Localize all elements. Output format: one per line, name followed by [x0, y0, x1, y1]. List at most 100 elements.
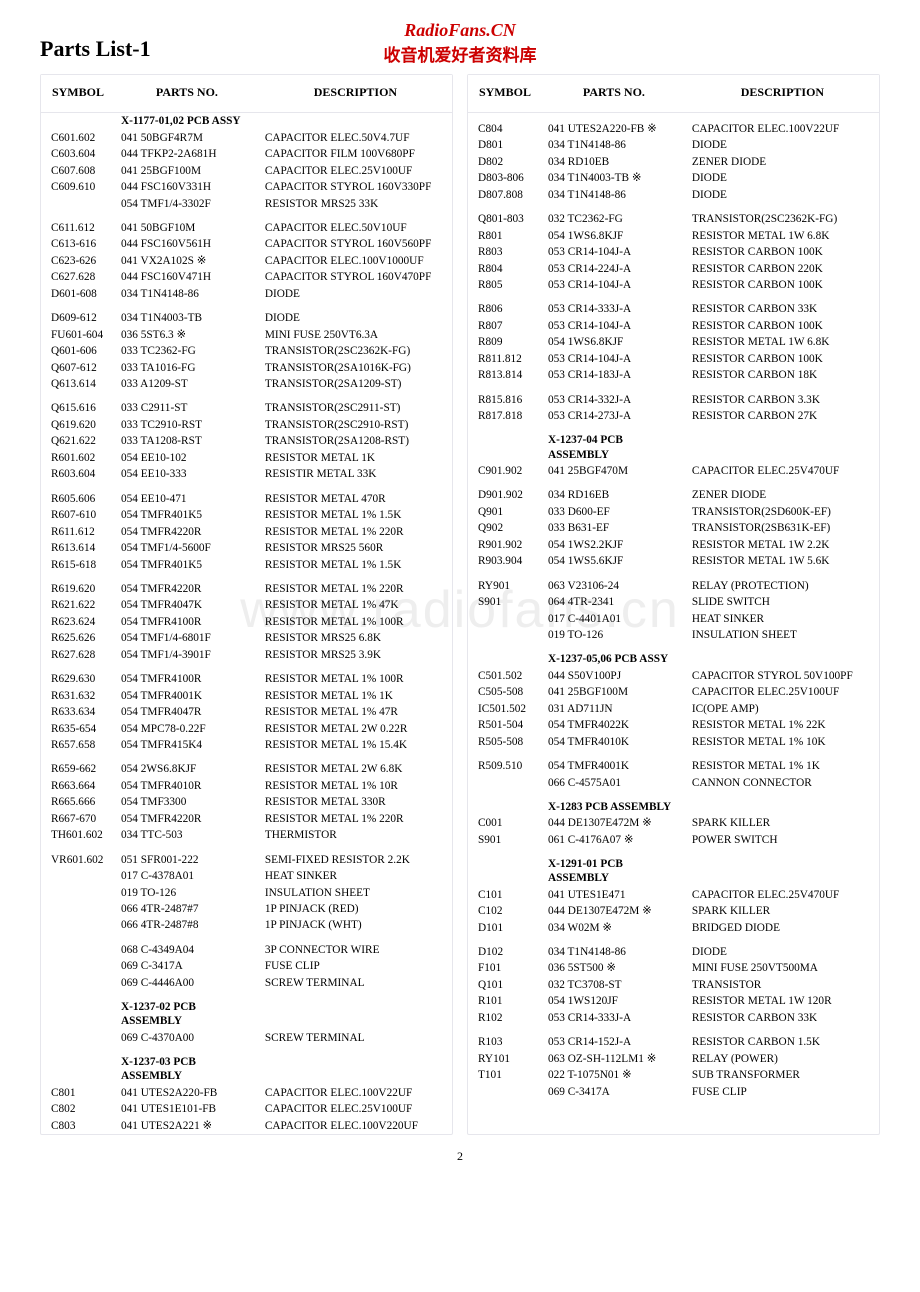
cell-symbol: C102 [468, 903, 542, 919]
cell-partsno: 054 TMFR4220R [115, 811, 259, 827]
table-row: R657.658054 TMFR415K4RESISTOR METAL 1% 1… [41, 737, 452, 753]
cell-partsno: 034 T1N4148-86 [542, 936, 686, 960]
cell-description: CAPACITOR ELEC.100V22UF [259, 1084, 452, 1100]
table-row: C609.610044 FSC160V331HCAPACITOR STYROL … [41, 179, 452, 195]
cell-partsno: 041 UTES2A220-FB ※ [542, 113, 686, 138]
cell-partsno: 054 TMF1/4-3901F [115, 647, 259, 663]
cell-partsno: 033 TA1016-FG [115, 359, 259, 375]
cell-partsno: 033 A1209-ST [115, 376, 259, 392]
cell-partsno: 019 TO-126 [115, 884, 259, 900]
table-row: R809054 1WS6.8KJFRESISTOR METAL 1W 6.8K [468, 334, 879, 350]
table-row: 066 4TR-2487#81P PINJACK (WHT) [41, 917, 452, 933]
cell-symbol [41, 884, 115, 900]
table-row: R806053 CR14-333J-ARESISTOR CARBON 33K [468, 293, 879, 317]
cell-description: CAPACITOR ELEC.25V470UF [686, 463, 879, 479]
cell-symbol: C601.602 [41, 129, 115, 145]
table-row: D801034 T1N4148-86DIODE [468, 137, 879, 153]
cell-partsno: 063 V23106-24 [542, 570, 686, 594]
table-row: R813.814053 CR14-183J-ARESISTOR CARBON 1… [468, 367, 879, 383]
table-row: C601.602041 50BGF4R7MCAPACITOR ELEC.50V4… [41, 129, 452, 145]
cell-symbol: R803 [468, 244, 542, 260]
table-row: T101022 T-1075N01 ※SUB TRANSFORMER [468, 1067, 879, 1083]
table-row: R805053 CR14-104J-ARESISTOR CARBON 100K [468, 277, 879, 293]
table-row: R605.606054 EE10-471RESISTOR METAL 470R [41, 483, 452, 507]
table-row: 068 C-4349A043P CONNECTOR WIRE [41, 934, 452, 958]
cell-symbol [41, 901, 115, 917]
page-number: 2 [40, 1149, 880, 1164]
table-row: VR601.602051 SFR001-222SEMI-FIXED RESIST… [41, 844, 452, 868]
table-row: X-1237-02 PCB ASSEMBLY [41, 991, 452, 1029]
cell-partsno: X-1237-05,06 PCB ASSY [542, 643, 686, 667]
table-row: R663.664054 TMFR4010RRESISTOR METAL 1% 1… [41, 778, 452, 794]
table-row: Q601-606033 TC2362-FGTRANSISTOR(2SC2362K… [41, 343, 452, 359]
cell-description: RESISTIR METAL 33K [259, 466, 452, 482]
cell-partsno: 044 FSC160V331H [115, 179, 259, 195]
cell-partsno: 054 TMF1/4-6801F [115, 630, 259, 646]
cell-partsno: 034 RD16EB [542, 479, 686, 503]
cell-description: TRANSISTOR(2SB631K-EF) [686, 520, 879, 536]
cell-description: INSULATION SHEET [686, 627, 879, 643]
cell-description: SPARK KILLER [686, 815, 879, 831]
cell-description: TRANSISTOR(2SA1016K-FG) [259, 359, 452, 375]
table-row: C803041 UTES2A221 ※CAPACITOR ELEC.100V22… [41, 1117, 452, 1133]
cell-partsno: 054 TMFR4022K [542, 717, 686, 733]
cell-description: RESISTOR METAL 1% 1.5K [259, 556, 452, 572]
table-row: C613-616044 FSC160V561HCAPACITOR STYROL … [41, 236, 452, 252]
cell-partsno: 064 4TR-2341 [542, 594, 686, 610]
table-row: R635-654054 MPC78-0.22FRESISTOR METAL 2W… [41, 720, 452, 736]
table-row: R623.624054 TMFR4100RRESISTOR METAL 1% 1… [41, 614, 452, 630]
cell-partsno: X-1291-01 PCB ASSEMBLY [542, 848, 686, 886]
cell-description: SUB TRANSFORMER [686, 1067, 879, 1083]
table-row: Q613.614033 A1209-STTRANSISTOR(2SA1209-S… [41, 376, 452, 392]
cell-symbol: C501.502 [468, 668, 542, 684]
table-row: R667-670054 TMFR4220RRESISTOR METAL 1% 2… [41, 811, 452, 827]
cell-symbol: R801 [468, 228, 542, 244]
cell-symbol: R623.624 [41, 614, 115, 630]
cell-description: CAPACITOR ELEC.50V10UF [259, 212, 452, 236]
table-row: Q101032 TC3708-STTRANSISTOR [468, 977, 879, 993]
table-row: R665.666054 TMF3300RESISTOR METAL 330R [41, 794, 452, 810]
table-row: RY101063 OZ-SH-112LM1 ※RELAY (POWER) [468, 1051, 879, 1067]
cell-symbol: R625.626 [41, 630, 115, 646]
table-row: Q902033 B631-EFTRANSISTOR(2SB631K-EF) [468, 520, 879, 536]
cell-partsno: 033 TC2362-FG [115, 343, 259, 359]
cell-partsno: 054 EE10-471 [115, 483, 259, 507]
cell-description: RESISTOR METAL 1% 100R [259, 614, 452, 630]
cell-description: CANNON CONNECTOR [686, 774, 879, 790]
table-row: X-1237-03 PCB ASSEMBLY [41, 1046, 452, 1084]
cell-symbol: C627.628 [41, 269, 115, 285]
cell-description: RESISTOR METAL 1% 220R [259, 523, 452, 539]
cell-description: FUSE CLIP [259, 958, 452, 974]
cell-symbol: R101 [468, 993, 542, 1009]
col-header-description: DESCRIPTION [686, 75, 879, 113]
table-row: C623-626041 VX2A102S ※CAPACITOR ELEC.100… [41, 253, 452, 269]
cell-description: SCREW TERMINAL [259, 1029, 452, 1045]
table-row: X-1177-01,02 PCB ASSY [41, 113, 452, 130]
cell-partsno: 032 TC3708-ST [542, 977, 686, 993]
table-row: R619.620054 TMFR4220RRESISTOR METAL 1% 2… [41, 573, 452, 597]
cell-partsno: 054 TMFR4220R [115, 573, 259, 597]
table-row: 066 4TR-2487#71P PINJACK (RED) [41, 901, 452, 917]
table-row: C001044 DE1307E472M ※SPARK KILLER [468, 815, 879, 831]
table-row: R815.816053 CR14-332J-ARESISTOR CARBON 3… [468, 384, 879, 408]
table-row: R101054 1WS120JFRESISTOR METAL 1W 120R [468, 993, 879, 1009]
cell-partsno: 032 TC2362-FG [542, 203, 686, 227]
cell-symbol: R813.814 [468, 367, 542, 383]
cell-description: MINI FUSE 250VT500MA [686, 960, 879, 976]
cell-description: RESISTOR METAL 1% 1.5K [259, 507, 452, 523]
cell-partsno: 044 FSC160V471H [115, 269, 259, 285]
cell-description: RELAY (PROTECTION) [686, 570, 879, 594]
table-row: D101034 W02M ※BRIDGED DIODE [468, 920, 879, 936]
table-row: Q607-612033 TA1016-FGTRANSISTOR(2SA1016K… [41, 359, 452, 375]
cell-description: TRANSISTOR(2SD600K-EF) [686, 504, 879, 520]
cell-symbol: R901.902 [468, 537, 542, 553]
cell-symbol: R817.818 [468, 408, 542, 424]
cell-description: RESISTOR METAL 1W 6.8K [686, 228, 879, 244]
cell-symbol [468, 424, 542, 462]
cell-symbol: Q101 [468, 977, 542, 993]
cell-description: TRANSISTOR(2SC2362K-FG) [259, 343, 452, 359]
cell-partsno: 031 AD711JN [542, 701, 686, 717]
cell-description: RESISTOR CARBON 100K [686, 351, 879, 367]
cell-description: RESISTOR METAL 2W 6.8K [259, 753, 452, 777]
table-row: 017 C-4378A01HEAT SINKER [41, 868, 452, 884]
